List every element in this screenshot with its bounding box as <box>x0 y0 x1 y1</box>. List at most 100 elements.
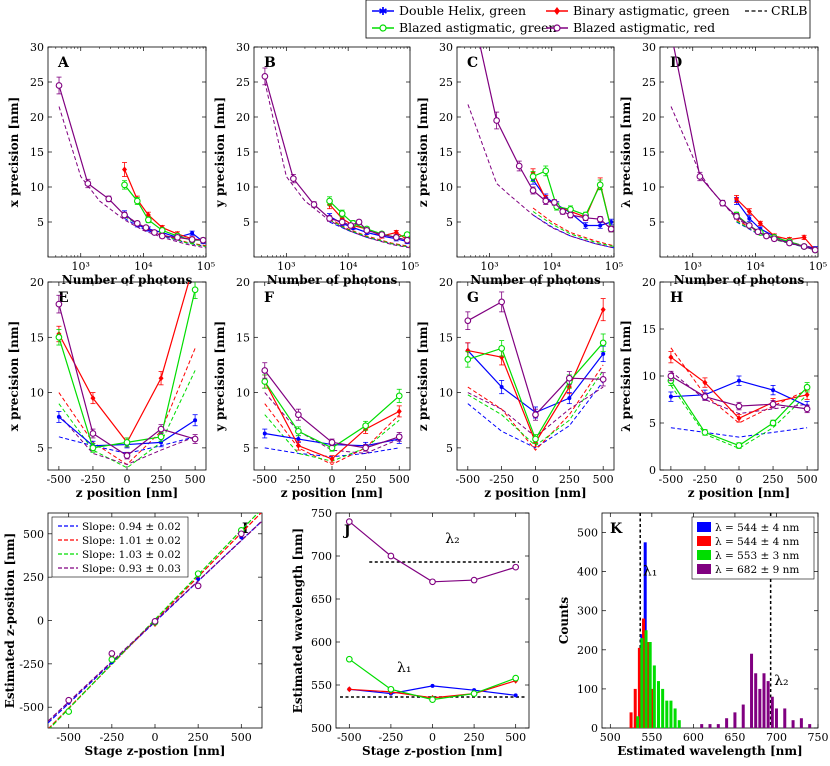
y-tick-label: 600 <box>311 636 332 649</box>
data-point-circle <box>769 419 777 427</box>
data-point-circle <box>493 117 500 124</box>
data-point-circle <box>326 215 333 222</box>
y-tick-label: 650 <box>311 593 332 606</box>
y-axis-label: y precision [nm] <box>213 321 227 432</box>
data-point-circle <box>295 411 302 419</box>
x-axis-label: Stage z-postion [nm] <box>362 744 503 758</box>
data-point-circle <box>498 345 506 352</box>
data-point-star <box>56 414 61 419</box>
y-tick-label: 0 <box>591 722 598 735</box>
data-point-circle <box>596 181 604 189</box>
y-tick-label: 20 <box>30 111 44 124</box>
y-tick-label: 10 <box>642 181 656 194</box>
crlb-line-bz <box>532 211 614 247</box>
data-point-circle <box>532 411 539 419</box>
x-tick-label: 10⁵ <box>809 260 827 273</box>
x-tick-label: -500 <box>47 473 72 486</box>
y-tick-label: 250 <box>23 571 44 584</box>
hist-bar-bin <box>650 688 654 728</box>
x-tick-label: -250 <box>693 473 718 486</box>
hist-bar-bzr <box>762 673 766 728</box>
star-icon: ✱ <box>378 5 387 18</box>
panel-label: H <box>670 290 683 306</box>
legend-item-binary-astigmatic: Binary astigmatic, green <box>546 3 730 18</box>
data-point-circle <box>157 433 165 441</box>
panel-F: -500 -250 0 250 500 5 10 15 20 z position [nm] y p… <box>213 276 411 500</box>
data-point-circle <box>174 234 181 241</box>
legend-swatch <box>697 564 711 574</box>
data-point-star <box>499 385 504 390</box>
legend-label: Binary astigmatic, green <box>573 3 730 18</box>
legend-item-blazed-red: Blazed astigmatic, red <box>546 20 715 35</box>
data-point-circle <box>403 236 410 244</box>
data-point-circle <box>582 214 589 222</box>
data-point-diamond <box>329 455 335 462</box>
data-point-circle <box>345 518 353 525</box>
data-point-circle <box>429 696 436 703</box>
plot-frame <box>47 46 207 258</box>
data-point-circle <box>108 650 116 657</box>
data-point-circle <box>290 175 297 182</box>
data-point-star <box>771 388 776 393</box>
x-tick-label: -500 <box>659 473 684 486</box>
panel-label: E <box>58 290 69 306</box>
x-axis-label: Number of photons <box>267 273 398 287</box>
data-point-circle <box>567 206 574 213</box>
x-axis-label: Estimated wavelength [nm] <box>617 744 802 758</box>
data-point-circle <box>696 173 704 180</box>
data-point-circle <box>144 216 152 224</box>
data-point-circle <box>667 372 675 380</box>
data-point-star <box>668 394 673 399</box>
hist-legend-label: λ = 544 ± 4 nm <box>715 536 799 548</box>
hist-legend-label: λ = 682 ± 9 nm <box>715 564 799 576</box>
panel-G: -500 -250 0 250 500 5 10 15 20 z position [nm] z p… <box>416 276 615 500</box>
panel-label: C <box>467 55 478 71</box>
hist-bar-bzr <box>791 720 795 728</box>
data-point-circle <box>719 199 726 207</box>
data-point-circle <box>157 425 165 433</box>
y-tick-label: 15 <box>642 146 656 159</box>
y-tick-label: 0 <box>37 615 44 628</box>
crlb-line-bin <box>532 207 614 247</box>
x-tick-label: 10⁴ <box>543 260 562 273</box>
x-tick-label: -500 <box>252 473 277 486</box>
y-tick-label: 15 <box>439 331 453 344</box>
y-tick-label: 25 <box>236 76 250 89</box>
hist-bar-bin <box>646 642 650 728</box>
y-axis-label: λ precision [nm] <box>619 320 633 432</box>
x-tick-label: 250 <box>151 473 172 486</box>
y-tick-label: 550 <box>311 679 332 692</box>
hist-bar-bzr <box>770 696 774 728</box>
panel-C: 10³ 10⁴ 10⁵ 5 10 15 20 25 30 Number of photons z p… <box>416 41 623 287</box>
data-point-circle <box>65 708 73 715</box>
lambda2-annotation: λ₂ <box>445 531 460 547</box>
hist-bar-bz <box>644 630 648 728</box>
fit-line-bz <box>49 513 259 728</box>
data-point-circle <box>395 433 403 441</box>
legend-label: Blazed astigmatic, green <box>399 20 557 35</box>
legend-label: Blazed astigmatic, red <box>573 20 715 35</box>
data-point-circle <box>199 236 206 244</box>
hist-bar-bzr <box>716 724 720 728</box>
data-point-circle <box>84 180 92 187</box>
y-tick-label: 15 <box>30 146 44 159</box>
data-point-star <box>193 418 198 423</box>
data-point-diamond <box>801 234 807 241</box>
crlb-line-dh <box>670 427 808 438</box>
y-tick-label: 25 <box>439 76 453 89</box>
data-point-circle <box>550 199 558 206</box>
hist-bar-bz <box>665 700 669 728</box>
legend-swatch <box>697 536 711 546</box>
hist-bar-bzr <box>799 718 803 728</box>
x-tick-label: 600 <box>683 731 704 744</box>
x-tick-label: 10⁴ <box>134 260 153 273</box>
chart-panels: 10³ 10⁴ 10⁵ 5 10 15 20 25 30 Number of photons x p… <box>3 41 829 758</box>
data-point-circle <box>498 298 506 306</box>
hist-bar-bzr <box>766 681 770 728</box>
y-tick-label: 30 <box>642 41 656 54</box>
data-point-circle <box>786 239 793 247</box>
circle-icon <box>553 24 561 32</box>
hist-bar-bzr <box>741 704 745 728</box>
data-point-circle <box>158 232 166 240</box>
